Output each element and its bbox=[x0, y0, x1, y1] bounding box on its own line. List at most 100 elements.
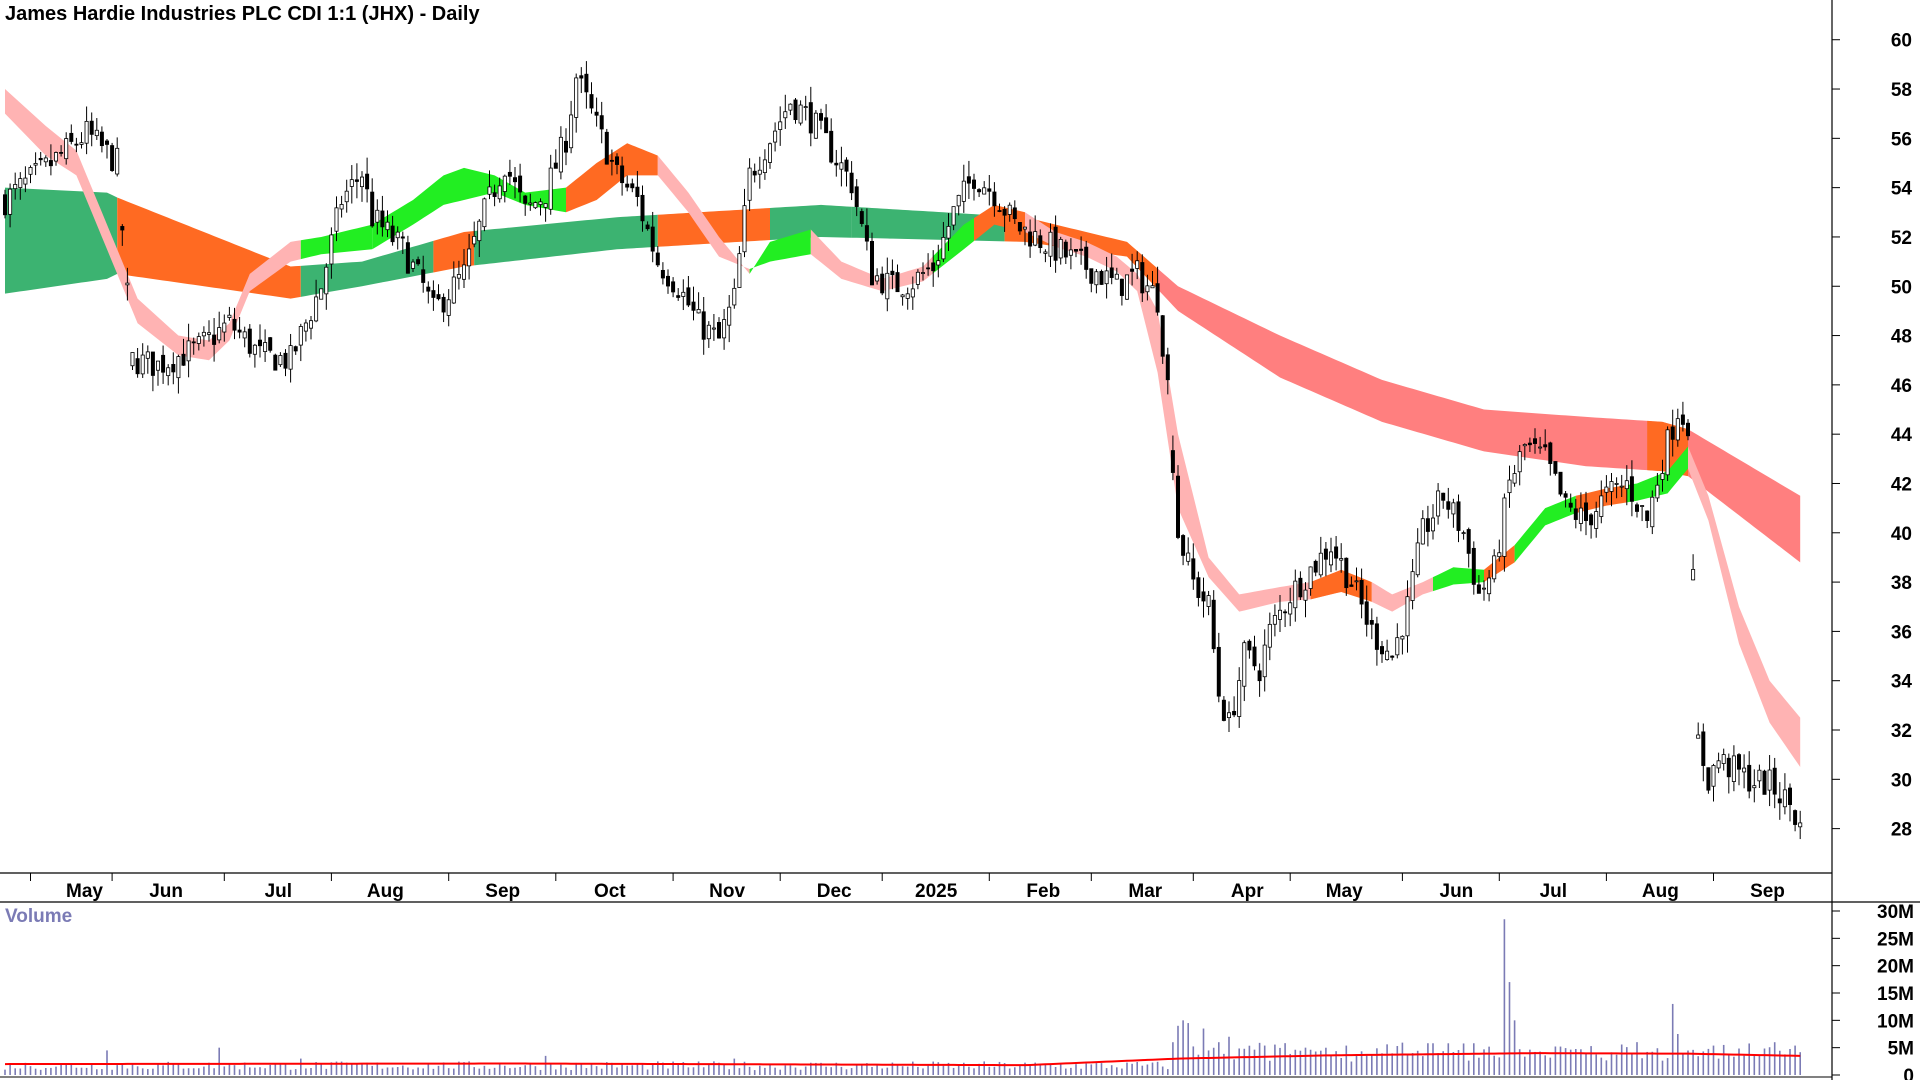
candle bbox=[13, 172, 18, 200]
candle bbox=[803, 95, 808, 121]
candle bbox=[48, 144, 53, 176]
candle bbox=[507, 159, 512, 186]
candle-body bbox=[778, 121, 783, 130]
candle-body bbox=[380, 210, 385, 228]
candle-body bbox=[1788, 787, 1793, 805]
candle-body bbox=[482, 198, 487, 228]
candle-body bbox=[400, 236, 405, 239]
volume-average bbox=[4, 1052, 1801, 1067]
long-term-ribbon-segment bbox=[1157, 268, 1801, 563]
volume-y-tick-label: 5M bbox=[1888, 1039, 1914, 1060]
candle bbox=[1762, 769, 1767, 795]
candle-body bbox=[696, 309, 701, 314]
candle-body bbox=[910, 288, 915, 298]
candle-body bbox=[1181, 535, 1186, 556]
candle-body bbox=[1395, 637, 1400, 656]
candle bbox=[1737, 753, 1742, 786]
candle bbox=[314, 279, 319, 323]
candle-body bbox=[1344, 557, 1349, 589]
candle bbox=[1068, 238, 1073, 270]
candle bbox=[1318, 536, 1323, 578]
candle-body bbox=[676, 295, 681, 298]
candle-body bbox=[1374, 623, 1379, 650]
candle bbox=[201, 326, 206, 347]
candle-body bbox=[1211, 599, 1216, 650]
candle-body bbox=[161, 354, 166, 373]
candle-body bbox=[1114, 273, 1119, 280]
candle bbox=[696, 292, 701, 314]
candle-body bbox=[1655, 484, 1660, 499]
candle-body bbox=[1380, 646, 1385, 655]
candle bbox=[1456, 494, 1461, 543]
candle-body bbox=[303, 322, 308, 332]
candle bbox=[196, 332, 201, 351]
y-tick-label: 46 bbox=[1891, 376, 1912, 397]
candle bbox=[456, 260, 461, 290]
candle bbox=[660, 262, 665, 285]
candle bbox=[977, 188, 982, 198]
candle bbox=[1629, 460, 1634, 517]
candle-body bbox=[819, 113, 824, 121]
candle-body bbox=[232, 318, 237, 331]
candle bbox=[584, 61, 589, 109]
candle bbox=[1125, 274, 1130, 300]
candle-body bbox=[1043, 251, 1048, 254]
candle-body bbox=[1170, 450, 1175, 473]
candle bbox=[298, 323, 303, 362]
candle bbox=[1405, 580, 1410, 653]
candle bbox=[1017, 222, 1022, 235]
candle-body bbox=[1670, 426, 1675, 440]
candle bbox=[1089, 268, 1094, 293]
candle bbox=[1578, 492, 1583, 532]
candle-body bbox=[472, 235, 477, 245]
candle-body bbox=[813, 112, 818, 139]
candle bbox=[880, 266, 885, 296]
volume-y-tick-label: 20M bbox=[1877, 957, 1914, 978]
candle-body bbox=[691, 301, 696, 311]
x-tick-label: Mar bbox=[1128, 881, 1162, 902]
candle-body bbox=[1451, 502, 1456, 515]
candle-body bbox=[722, 319, 727, 339]
candle-body bbox=[1441, 492, 1446, 501]
candle-body bbox=[1757, 769, 1762, 782]
candle bbox=[849, 161, 854, 201]
candle bbox=[615, 153, 620, 175]
candle bbox=[834, 149, 839, 177]
y-tick-label: 32 bbox=[1891, 721, 1912, 742]
candle-body bbox=[671, 281, 676, 293]
candle-body bbox=[1201, 591, 1206, 602]
candle bbox=[1033, 215, 1038, 247]
candle bbox=[155, 360, 160, 386]
candle-body bbox=[1696, 734, 1701, 739]
candle bbox=[1364, 585, 1369, 637]
candle bbox=[186, 323, 191, 378]
candle bbox=[1288, 587, 1293, 627]
candle-body bbox=[1492, 555, 1497, 580]
candle bbox=[1293, 569, 1298, 622]
volume-y-tick-label: 0 bbox=[1903, 1066, 1914, 1080]
candle-body bbox=[972, 179, 977, 189]
candle bbox=[518, 163, 523, 203]
y-tick-label: 28 bbox=[1891, 820, 1912, 841]
candle-body bbox=[1527, 442, 1532, 446]
candle-body bbox=[74, 143, 79, 146]
candle-body bbox=[1150, 285, 1155, 289]
candle-body bbox=[579, 75, 584, 79]
candle bbox=[451, 261, 456, 304]
candle bbox=[1425, 505, 1430, 547]
candle-body bbox=[931, 262, 936, 272]
candle bbox=[115, 137, 120, 177]
candle bbox=[864, 208, 869, 251]
candle bbox=[992, 182, 997, 217]
candle bbox=[900, 293, 905, 306]
candle-body bbox=[1425, 518, 1430, 532]
candle-body bbox=[181, 353, 186, 366]
candle-body bbox=[1573, 508, 1578, 520]
candle-body bbox=[900, 294, 905, 298]
candle bbox=[1048, 223, 1053, 268]
candle-body bbox=[752, 170, 757, 176]
candle-body bbox=[298, 326, 303, 346]
candle-body bbox=[1517, 451, 1522, 473]
candle bbox=[819, 108, 824, 130]
candle bbox=[773, 122, 778, 152]
